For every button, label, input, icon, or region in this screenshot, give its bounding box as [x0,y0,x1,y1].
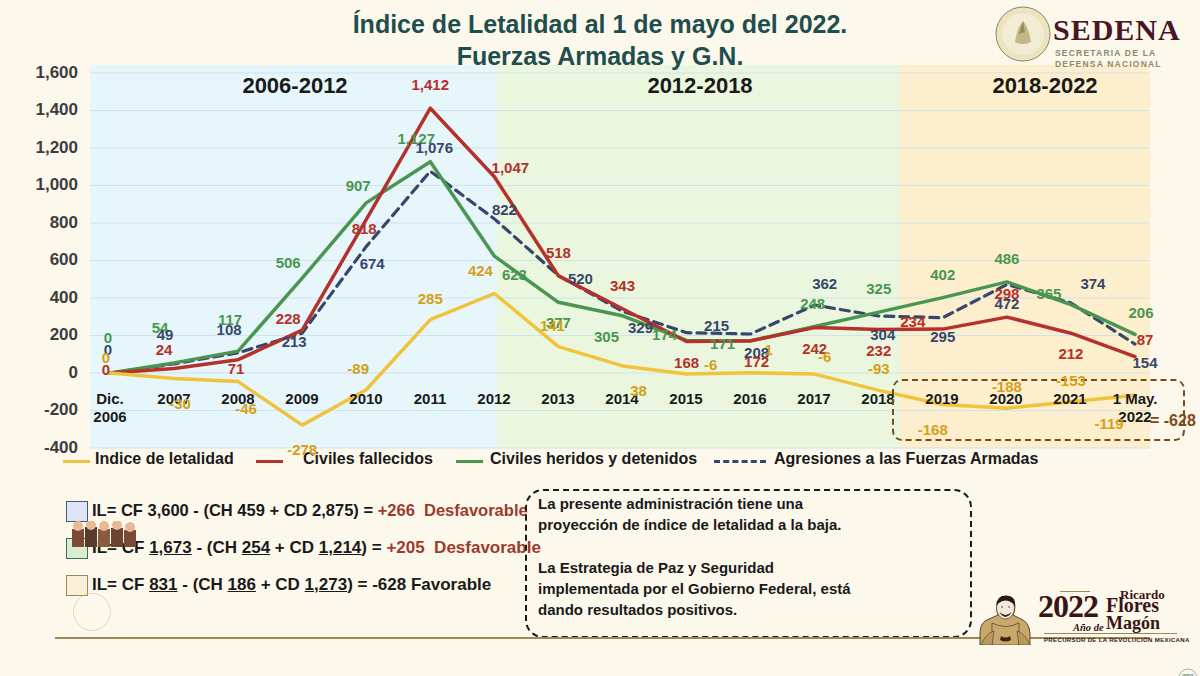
svg-text:GOBIERNO: GOBIERNO [1182,673,1195,675]
